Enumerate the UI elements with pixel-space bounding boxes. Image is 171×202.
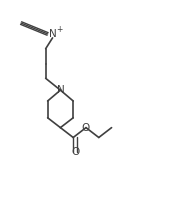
Text: N: N bbox=[57, 85, 64, 95]
Text: O: O bbox=[82, 123, 90, 133]
Text: +: + bbox=[56, 24, 63, 34]
Text: O: O bbox=[71, 147, 79, 157]
Text: N: N bbox=[49, 29, 56, 39]
